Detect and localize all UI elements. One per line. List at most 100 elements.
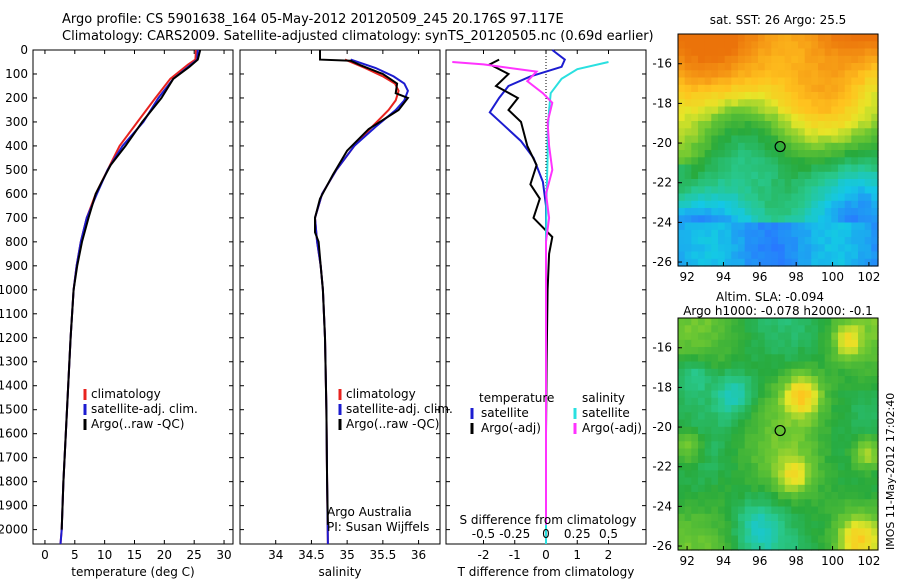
sst_map-heatmap-cell (784, 244, 792, 253)
sst_map-heatmap-cell (871, 77, 879, 86)
sst_map-heatmap-cell (804, 113, 812, 122)
sla_map-heatmap-cell (704, 492, 712, 500)
sla_map-heatmap-cell (831, 477, 839, 486)
sst_map-heatmap-cell (778, 179, 786, 187)
sla_map-heatmap-cell (791, 397, 799, 406)
sst_map-heatmap-cell (811, 186, 819, 195)
sla_map-heatmap-cell (844, 318, 852, 326)
sla_map-heatmap-cell (838, 513, 846, 522)
sla_map-heatmap-cell (691, 528, 699, 537)
sla_map-heatmap-cell (698, 441, 706, 450)
sst_map-heatmap-cell (764, 77, 772, 86)
sla_map-heatmap-cell (791, 513, 799, 522)
sst_map-heatmap-cell (804, 251, 812, 260)
sla_map-heatmap-cell (731, 354, 739, 363)
sla_map-heatmap-cell (818, 448, 826, 457)
sst_map-heatmap-cell (698, 41, 706, 50)
sst_map-heatmap-cell (811, 41, 819, 50)
sla_map-heatmap-cell (784, 513, 792, 522)
sst_map-heatmap-cell (871, 244, 879, 253)
sst_map-heatmap-cell (864, 135, 872, 144)
sla_map-heatmap-cell (704, 376, 712, 384)
sst_map-heatmap-cell (764, 215, 772, 224)
sst_map-heatmap-cell (684, 55, 692, 64)
sst_map-heatmap-cell (764, 135, 772, 144)
sst_map-heatmap-cell (871, 41, 879, 50)
sla_map-heatmap-cell (758, 361, 766, 370)
sla_map-heatmap-cell (864, 361, 872, 370)
sla_map-heatmap-cell (858, 426, 866, 435)
sla_map-heatmap-cell (724, 412, 732, 421)
sla_map-heatmap-cell (731, 318, 739, 326)
sst_map-heatmap-cell (678, 106, 686, 115)
sst_map-heatmap-cell (718, 135, 726, 144)
sst_map-heatmap-cell (858, 193, 866, 202)
sla_map-heatmap-cell (758, 528, 766, 537)
sla_map-heatmap-cell (691, 390, 699, 399)
sla_map-heatmap-cell (811, 368, 819, 377)
sst_map-heatmap-cell (678, 237, 686, 245)
depth-tick-label: 1200 (0, 331, 28, 345)
sst_map-heatmap-cell (751, 34, 759, 42)
sst_map-heatmap-cell (831, 55, 839, 64)
sst_map-heatmap-cell (724, 41, 732, 50)
sla_map-heatmap-cell (718, 484, 726, 493)
sla_map-heatmap-cell (864, 477, 872, 486)
sst_map-heatmap-cell (704, 215, 712, 224)
sla_map-heatmap-cell (864, 332, 872, 341)
sla_map-heatmap-cell (784, 325, 792, 334)
sst_map-heatmap-cell (724, 244, 732, 253)
sla_map-heatmap-cell (831, 448, 839, 457)
sla_map-heatmap-cell (711, 513, 719, 522)
sla_map-heatmap-cell (791, 347, 799, 355)
sla_map-heatmap-cell (851, 484, 859, 493)
sst_map-heatmap-cell (738, 99, 746, 108)
sla_map-heatmap-cell (758, 332, 766, 341)
sst_map-heatmap-cell (684, 200, 692, 209)
sla_map-heatmap-cell (718, 347, 726, 355)
sla_map-heatmap-cell (831, 339, 839, 348)
sst_map-heatmap-cell (871, 121, 879, 129)
sla_map-heatmap-cell (858, 521, 866, 529)
difference-x-tick-label: -1 (509, 548, 521, 562)
sst_map-heatmap-cell (804, 200, 812, 209)
sst_map-heatmap-cell (844, 135, 852, 144)
sst_map-heatmap-cell (851, 77, 859, 86)
sst_map-heatmap-cell (851, 157, 859, 166)
sla_map-heatmap-cell (758, 347, 766, 355)
sst_map-heatmap-cell (718, 113, 726, 122)
temperature-legend-label: climatology (91, 387, 161, 401)
sla_map-heatmap-cell (684, 521, 692, 529)
sla_map-heatmap-cell (838, 405, 846, 413)
sla_map-heatmap-cell (838, 339, 846, 348)
sst_map-heatmap-cell (851, 121, 859, 129)
sst_map-heatmap-cell (864, 84, 872, 93)
sst_map-heatmap-cell (784, 41, 792, 50)
sst_map-heatmap-cell (738, 186, 746, 195)
sla_map-heatmap-cell (698, 513, 706, 522)
sla_map-heatmap-cell (718, 513, 726, 522)
sla_map-heatmap-cell (804, 397, 812, 406)
sla_map-heatmap-cell (784, 412, 792, 421)
sst_map-heatmap-cell (851, 186, 859, 195)
sst_map-heatmap-cell (744, 135, 752, 144)
sst_map-heatmap-cell (838, 171, 846, 180)
sst_map-heatmap-cell (684, 92, 692, 100)
sla_map-heatmap-cell (738, 434, 746, 442)
sst_map-heatmap-cell (731, 150, 739, 158)
sla_map-heatmap-cell (771, 325, 779, 334)
sst_map-heatmap-cell (711, 77, 719, 86)
sst_map-heatmap-cell (831, 244, 839, 253)
sst_map-heatmap-cell (698, 208, 706, 216)
sla_map-heatmap-cell (711, 484, 719, 493)
sst_map-heatmap-cell (804, 150, 812, 158)
sla_map-heatmap-cell (838, 484, 846, 493)
sst_map-heatmap-cell (838, 157, 846, 166)
sst_map-heatmap-cell (844, 164, 852, 173)
sla_map-heatmap-cell (798, 419, 806, 428)
temperature-legend-label: satellite-adj. clim. (91, 402, 198, 416)
sla_map-heatmap-cell (691, 318, 699, 326)
sla_map-heatmap-cell (824, 542, 832, 551)
sla_map-heatmap-cell (771, 347, 779, 355)
sst_map-heatmap-cell (698, 164, 706, 173)
